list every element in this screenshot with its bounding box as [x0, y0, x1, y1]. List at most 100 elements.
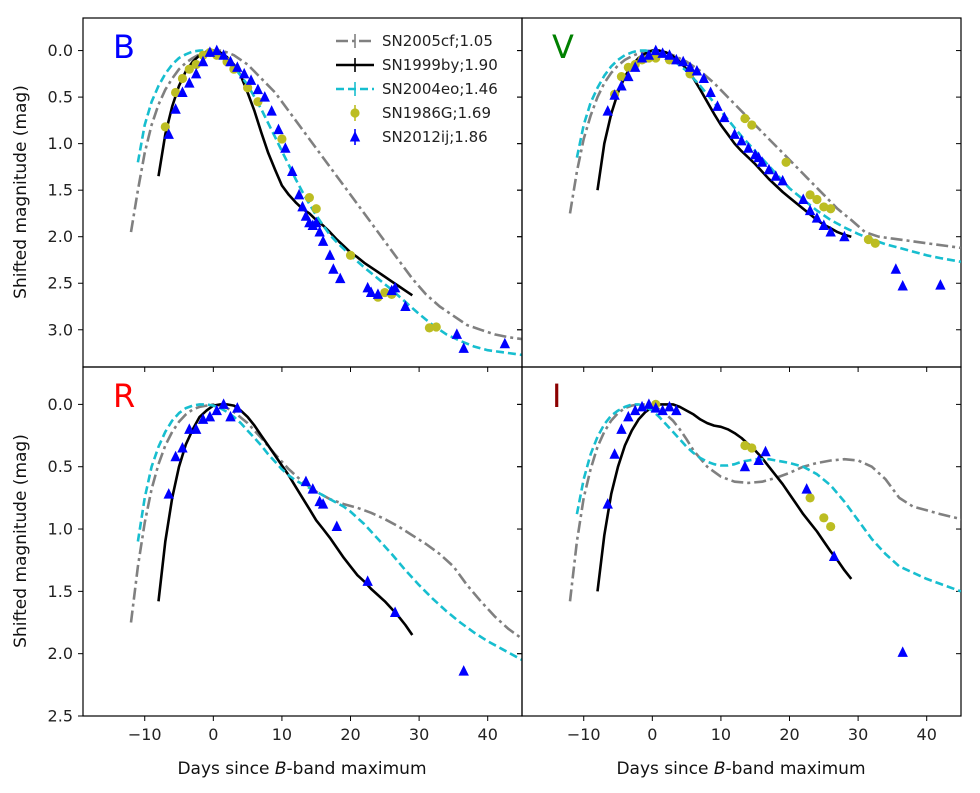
data-point-sn1986g	[805, 493, 815, 503]
x-tick-label: 30	[409, 725, 429, 744]
data-point-sn1986g	[826, 521, 836, 532]
data-point-sn2012ij	[163, 128, 174, 139]
data-point-sn2012ij	[650, 44, 661, 56]
x-tick-label: 10	[711, 725, 731, 744]
legend-entry-sn2004eo: SN2004eo;1.46	[336, 80, 498, 98]
data-point-sn2012ij	[300, 210, 312, 221]
data-point-sn2012ij	[451, 328, 463, 339]
data-point-sn1986g	[277, 134, 287, 144]
data-point-sn2012ij	[777, 174, 788, 186]
legend-swatch	[349, 131, 361, 142]
data-point-sn2012ij	[743, 142, 754, 153]
band-label: R	[113, 377, 135, 415]
data-point-sn1986g	[863, 234, 873, 245]
data-point-sn2012ij	[602, 105, 613, 116]
data-point-sn2012ij	[657, 404, 668, 416]
y-tick-label: 2.5	[48, 274, 73, 293]
data-point-sn1986g	[431, 322, 441, 332]
data-point-sn2012ij	[616, 79, 627, 91]
data-point-sn2012ij	[719, 111, 730, 123]
data-point-sn2012ij	[170, 450, 181, 462]
data-point-sn2012ij	[389, 281, 401, 293]
data-point-sn2012ij	[218, 49, 229, 60]
data-point-sn2012ij	[616, 423, 627, 434]
data-point-sn2012ij	[623, 410, 634, 422]
data-point-sn1986g	[311, 204, 321, 214]
data-point-sn2012ij	[362, 575, 373, 586]
xlabel-left: Days since B-band maximum	[177, 759, 426, 779]
y-tick-label: 1.5	[48, 582, 73, 601]
data-point-sn2012ij	[287, 165, 298, 177]
y-tick-label: 1.0	[48, 520, 73, 539]
band-label: V	[552, 28, 574, 66]
data-point-sn2012ij	[170, 103, 181, 114]
legend-label: SN1986G;1.69	[382, 104, 491, 122]
data-point-sn2012ij	[197, 55, 209, 67]
ylabel-top: Shifted magnitude (mag)	[11, 85, 31, 299]
data-point-sn2012ij	[657, 47, 668, 58]
series-line-sn2004eo	[136, 403, 522, 662]
data-point-sn2012ij	[753, 454, 764, 465]
data-point-sn2012ij	[300, 475, 312, 487]
data-point-sn2012ij	[770, 170, 781, 181]
data-point-sn2012ij	[609, 89, 620, 100]
data-point-sn2012ij	[458, 665, 469, 676]
data-point-sn2012ij	[935, 279, 946, 290]
data-point-sn2012ij	[897, 280, 908, 291]
data-point-sn2012ij	[818, 219, 830, 231]
data-point-sn2012ij	[317, 235, 329, 246]
data-point-sn1986g	[747, 443, 757, 453]
data-point-sn2012ij	[163, 488, 174, 499]
data-point-sn2012ij	[204, 410, 216, 422]
y-tick-label: 3.0	[48, 320, 73, 339]
data-point-sn2012ij	[211, 44, 222, 56]
data-point-sn2012ij	[609, 448, 620, 459]
data-point-sn2012ij	[184, 423, 195, 434]
data-point-sn2012ij	[671, 404, 682, 416]
data-point-sn2012ij	[712, 100, 723, 111]
data-point-sn2012ij	[890, 263, 902, 274]
data-point-sn1986g	[819, 513, 829, 523]
data-point-sn2012ij	[245, 74, 257, 85]
data-point-sn2012ij	[280, 142, 291, 153]
y-tick-label: 0.0	[48, 41, 73, 60]
legend-entry-sn2012ij: SN2012ij;1.86	[349, 128, 488, 146]
data-point-sn2012ij	[664, 400, 675, 412]
data-point-sn2012ij	[839, 230, 850, 242]
xlabel-suffix: -band maximum	[287, 759, 427, 779]
y-tick-label: 0.5	[48, 88, 73, 107]
data-point-sn2012ij	[324, 249, 336, 260]
x-tick-label: 0	[647, 725, 657, 744]
y-tick-label: 1.0	[48, 134, 73, 153]
data-point-sn2012ij	[736, 134, 747, 146]
data-point-sn2012ij	[177, 442, 188, 453]
data-point-sn2012ij	[293, 188, 305, 200]
data-point-sn2012ij	[636, 52, 648, 63]
data-point-sn1986g	[304, 193, 314, 203]
data-point-sn2012ij	[499, 337, 511, 349]
data-point-sn2012ij	[331, 520, 342, 532]
x-tick-label: 20	[340, 725, 360, 744]
data-point-sn1986g	[171, 87, 181, 98]
data-point-sn2012ij	[684, 61, 696, 72]
series-line-sn1999by	[157, 403, 414, 636]
data-point-sn2012ij	[225, 410, 236, 422]
data-point-sn2012ij	[232, 61, 243, 72]
data-point-sn1986g	[781, 157, 791, 167]
xlabel-right: Days since B-band maximum	[616, 759, 865, 779]
data-point-sn2012ij	[232, 402, 243, 413]
data-point-sn2012ij	[801, 483, 812, 494]
data-point-sn2012ij	[623, 70, 634, 82]
panel-v-band: V	[517, 17, 962, 372]
data-point-sn2012ij	[760, 445, 771, 457]
y-tick-label: 0.5	[48, 457, 73, 476]
data-point-sn2012ij	[828, 550, 840, 561]
data-point-sn1986g	[616, 72, 627, 82]
legend-label: SN2005cf;1.05	[382, 32, 493, 50]
data-point-sn2012ij	[756, 156, 768, 167]
legend-swatch	[350, 108, 360, 118]
data-point-sn2012ij	[389, 606, 401, 618]
data-point-sn2012ij	[804, 204, 816, 216]
legend: SN2005cf;1.05 SN1999by;1.90 SN2004eo;1.46 S…	[336, 32, 498, 146]
